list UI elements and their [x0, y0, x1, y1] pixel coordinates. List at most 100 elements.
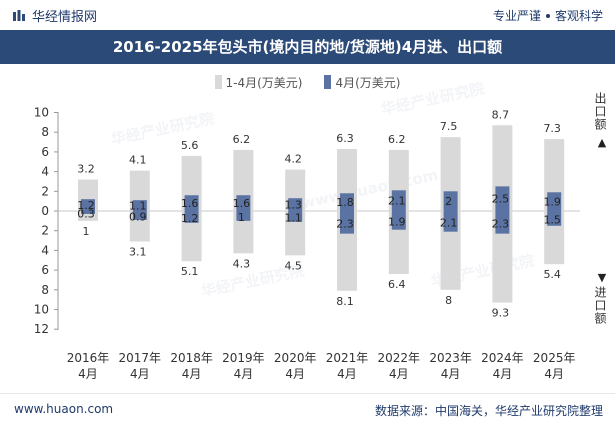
bar-monthly: [340, 193, 354, 234]
data-label-cumulative-export: 6.2: [233, 133, 251, 146]
bar-monthly: [547, 192, 562, 226]
brand-name: 华经情报网: [32, 10, 98, 25]
import-arrow-icon: ▼: [597, 271, 607, 284]
y-tick-label: 10: [34, 106, 49, 120]
x-tick-label: 2019年: [222, 351, 265, 365]
slogan-left: 专业严谨: [492, 9, 541, 23]
data-label-monthly-import: 0.9: [129, 210, 147, 223]
data-label-monthly-export: 1.3: [284, 199, 302, 212]
y-tick-label: 6: [41, 263, 49, 277]
export-arrow-icon: ▲: [597, 136, 607, 149]
bar-monthly: [443, 191, 458, 232]
y-tick-label: 2: [41, 184, 49, 198]
x-tick-label: 4月: [389, 367, 409, 381]
brand-logo-icon: [13, 9, 25, 21]
x-tick-label: 4月: [493, 367, 513, 381]
bar-monthly: [391, 190, 406, 230]
x-tick-label: 2016年: [67, 351, 110, 365]
data-label-cumulative-import: 8: [445, 294, 452, 307]
data-label-cumulative-import: 8.1: [336, 295, 354, 308]
x-tick-label: 2017年: [119, 351, 162, 365]
chart-legend: 1-4月(万美元) 4月(万美元): [0, 72, 615, 92]
x-tick-label: 4月: [285, 367, 305, 381]
x-tick-label: 2022年: [378, 351, 421, 365]
data-label-monthly-export: 1.8: [336, 196, 354, 209]
data-label-cumulative-export: 7.5: [440, 120, 458, 133]
data-label-cumulative-export: 3.2: [77, 162, 95, 175]
x-tick-label: 2021年: [326, 351, 369, 365]
slogan: 专业严谨 客观科学: [493, 7, 603, 24]
y-tick-label: 10: [34, 303, 49, 317]
x-tick-label: 2024年: [481, 351, 524, 365]
legend-swatch-monthly-icon: [324, 75, 332, 89]
legend-item-cumulative[interactable]: 1-4月(万美元): [214, 72, 303, 92]
footer-source: 数据来源：中国海关，华经产业研究院整理: [374, 404, 603, 418]
data-label-cumulative-import: 3.1: [129, 246, 147, 259]
data-label-cumulative-import: 5.1: [181, 265, 199, 278]
x-tick-label: 2018年: [170, 351, 213, 365]
data-label-cumulative-import: 6.4: [388, 278, 406, 291]
data-label-monthly-import: 0.3: [77, 207, 95, 220]
footer-site-link[interactable]: www.huaon.com: [14, 402, 114, 416]
bar-monthly: [81, 199, 95, 214]
data-label-monthly-export: 2: [445, 195, 452, 208]
data-label-cumulative-export: 8.7: [492, 108, 510, 121]
data-label-cumulative-import: 5.4: [543, 268, 561, 281]
slogan-right: 客观科学: [554, 9, 603, 23]
data-label-monthly-import: 2.1: [440, 216, 458, 229]
data-label-monthly-import: 1.9: [388, 215, 406, 228]
data-label-monthly-export: 1.6: [181, 197, 199, 210]
x-tick-label: 4月: [337, 367, 357, 381]
bar-monthly: [184, 195, 199, 223]
legend-swatch-cumulative-icon: [214, 75, 222, 89]
y-tick-label: 6: [41, 145, 49, 159]
brand[interactable]: 华经情报网: [12, 6, 97, 25]
x-tick-label: 2025年: [533, 351, 576, 365]
data-label-monthly-export: 2.5: [492, 193, 510, 206]
data-label-monthly-import: 2.3: [336, 217, 354, 230]
export-side-label: 出口额: [593, 92, 607, 131]
data-label-cumulative-export: 4.2: [284, 153, 302, 166]
data-label-cumulative-import: 4.3: [233, 257, 251, 270]
data-label-monthly-export: 1.9: [543, 196, 561, 209]
data-label-monthly-export: 1.2: [77, 199, 95, 212]
footer: www.huaon.com 数据来源：中国海关，华经产业研究院整理: [0, 393, 615, 428]
data-label-monthly-import: 1.1: [284, 211, 302, 224]
data-label-cumulative-export: 5.6: [181, 139, 199, 152]
y-tick-label: 8: [41, 283, 49, 297]
legend-label-monthly: 4月(万美元): [335, 75, 401, 90]
y-tick-label: 4: [41, 165, 49, 179]
data-label-cumulative-export: 7.3: [543, 122, 561, 135]
legend-label-cumulative: 1-4月(万美元): [225, 75, 303, 90]
chart-canvas: 1086420246810123.211.20.32016年4月4.13.11.…: [34, 106, 580, 381]
bar-monthly: [236, 195, 251, 221]
chart-title: 2016-2025年包头市(境内目的地/货源地)4月进、出口额: [0, 30, 615, 64]
y-tick-label: 2: [41, 224, 49, 238]
data-label-monthly-export: 2.1: [388, 195, 406, 208]
data-label-cumulative-export: 6.2: [388, 133, 406, 146]
data-label-monthly-export: 1.6: [233, 197, 251, 210]
data-label-cumulative-export: 6.3: [336, 132, 354, 145]
legend-item-monthly[interactable]: 4月(万美元): [324, 72, 400, 92]
x-tick-label: 4月: [441, 367, 461, 381]
x-tick-label: 4月: [544, 367, 564, 381]
data-label-cumulative-import: 1: [83, 225, 90, 238]
data-label-cumulative-import: 9.3: [492, 307, 510, 320]
slogan-dot-icon: [545, 13, 550, 18]
x-tick-label: 4月: [130, 367, 150, 381]
y-tick-label: 0: [41, 204, 49, 218]
x-tick-label: 4月: [182, 367, 202, 381]
y-tick-label: 8: [41, 125, 49, 139]
x-tick-label: 4月: [234, 367, 254, 381]
data-label-monthly-export: 1.1: [129, 200, 147, 213]
data-label-monthly-import: 1.2: [181, 212, 199, 225]
bar-monthly: [288, 198, 303, 222]
data-label-monthly-import: 1: [238, 211, 245, 224]
data-label-monthly-import: 1.5: [543, 213, 561, 226]
data-label-monthly-import: 2.3: [492, 217, 510, 230]
data-label-cumulative-export: 4.1: [129, 154, 147, 167]
y-tick-label: 12: [34, 322, 49, 336]
x-tick-label: 2023年: [429, 351, 472, 365]
x-tick-label: 4月: [78, 367, 98, 381]
bar-monthly: [495, 186, 510, 234]
